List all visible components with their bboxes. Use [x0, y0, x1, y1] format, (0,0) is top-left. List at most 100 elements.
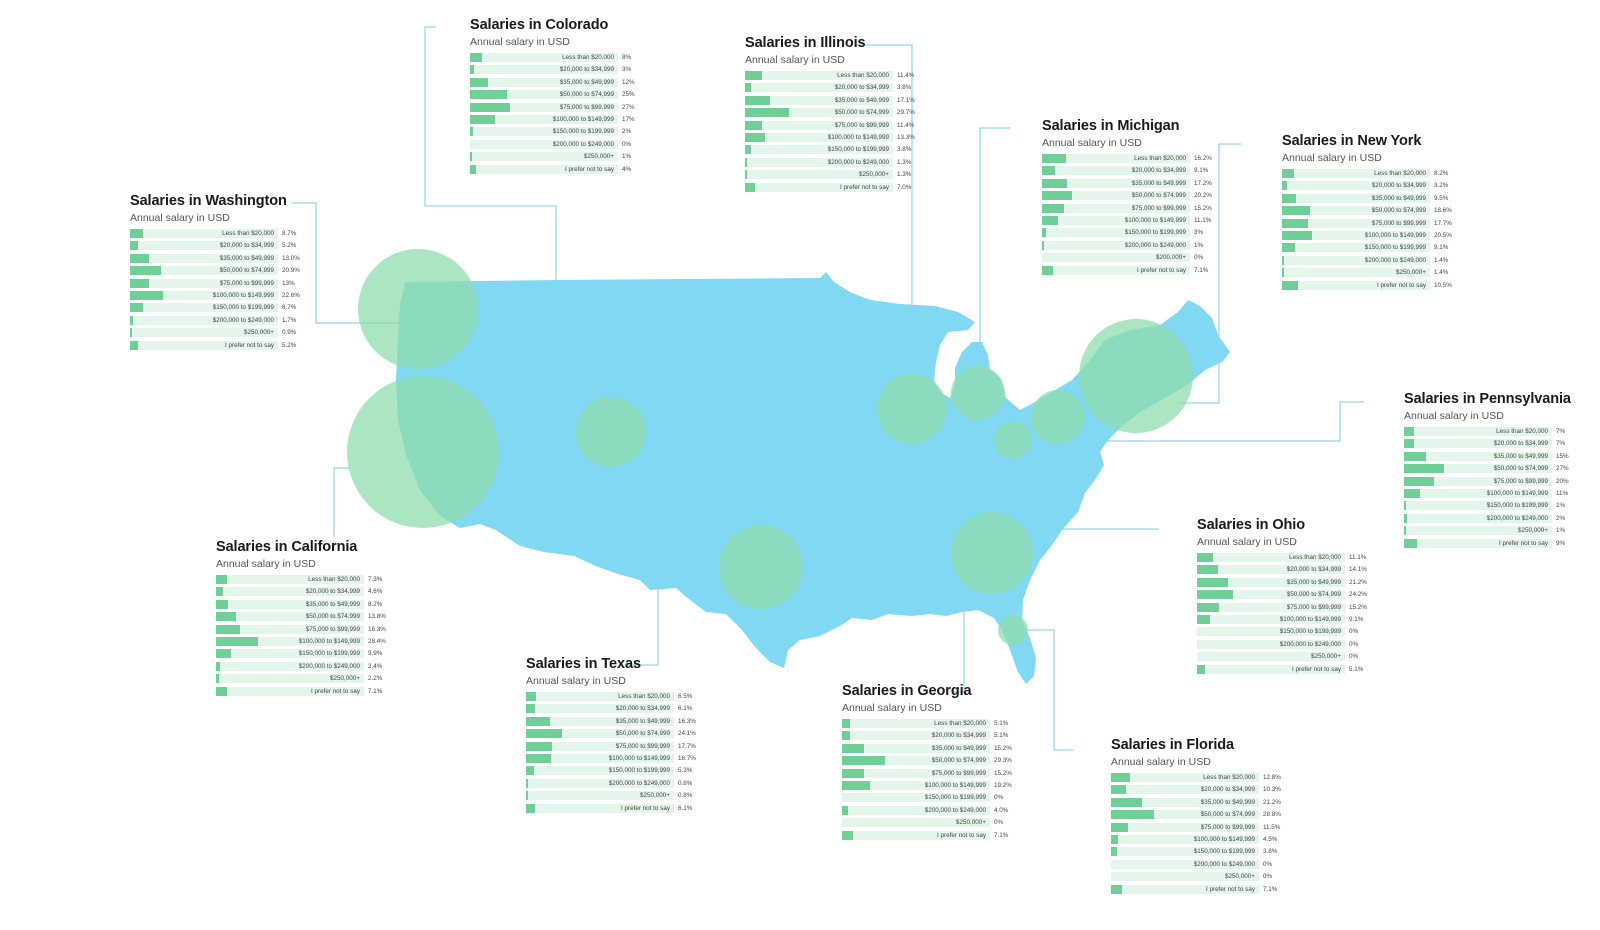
category-label: $200,000 to $249,000	[924, 806, 986, 814]
value-label: 3.8%	[1263, 848, 1278, 856]
category-label: $75,000 to $99,999	[1371, 219, 1426, 227]
bar-track	[216, 612, 364, 622]
bar-track	[1282, 231, 1430, 240]
category-label: $150,000 to $199,999	[608, 767, 670, 775]
texas-bar-row-9: I prefer not to say 6.1%	[526, 803, 698, 813]
category-label: $75,000 to $99,999	[1200, 823, 1255, 831]
washington-bar-row-0: Less than $20,000 8.7%	[130, 229, 302, 238]
pennsylvania-bar-row-0: Less than $20,000 7%	[1404, 427, 1576, 436]
bar-track	[526, 803, 674, 813]
bar-track	[1282, 243, 1430, 253]
california-bar-8	[216, 674, 220, 684]
california-bar-row-4: $75,000 to $99,999 16.3%	[216, 624, 388, 634]
value-label: 6.1%	[678, 705, 693, 713]
bar-track	[526, 791, 674, 801]
texas-bar-row-7: $200,000 to $249,000 0.8%	[526, 778, 698, 788]
bar-track	[1404, 526, 1552, 536]
ohio-bar-3	[1197, 590, 1233, 600]
florida-bar-row-8: $250,000+ 0%	[1111, 872, 1283, 882]
value-label: 9.9%	[368, 650, 383, 658]
bar-track	[526, 692, 674, 701]
value-label: 11.1%	[1194, 217, 1212, 224]
category-label: Less than $20,000	[222, 230, 274, 237]
value-label: 0%	[1349, 640, 1359, 648]
value-label: 17.2%	[1194, 179, 1212, 187]
florida-bar-row-0: Less than $20,000 12.8%	[1111, 773, 1283, 782]
california-bar-0	[216, 575, 227, 584]
value-label: 9.5%	[1434, 194, 1449, 202]
panel-washington: Salaries in Washington Annual salary in …	[130, 193, 302, 353]
texas-bar-0	[526, 692, 536, 701]
ohio-bar-9	[1197, 664, 1205, 674]
newyork-bar-row-6: $150,000 to $199,999 9.1%	[1282, 243, 1454, 253]
bar-chart-illinois: Less than $20,000 11.4% $20,000 to $34,999…	[745, 71, 917, 195]
illinois-bar-3	[745, 108, 789, 118]
value-label: 15.2%	[994, 744, 1012, 752]
value-label: 4.5%	[1263, 836, 1278, 843]
florida-bar-1	[1111, 785, 1127, 795]
panel-title: Salaries in Ohio	[1197, 517, 1305, 533]
michigan-bar-6	[1042, 228, 1047, 238]
category-label: $150,000 to $199,999	[298, 650, 360, 658]
bar-track	[1111, 872, 1259, 882]
bar-track	[470, 139, 618, 149]
value-label: 8.7%	[282, 304, 297, 312]
bar-chart-texas: Less than $20,000 6.5% $20,000 to $34,999 6…	[526, 692, 698, 816]
newyork-bar-row-0: Less than $20,000 8.2%	[1282, 169, 1454, 178]
colorado-bar-row-4: $75,000 to $99,999 27%	[470, 102, 642, 112]
value-label: 29.3%	[994, 757, 1012, 765]
bubble-ohio	[994, 421, 1032, 459]
bar-track	[1042, 191, 1190, 201]
pennsylvania-bar-8	[1404, 526, 1406, 536]
bar-track	[1197, 615, 1345, 624]
category-label: I prefer not to say	[620, 804, 670, 812]
category-label: $20,000 to $34,999	[219, 242, 274, 250]
value-label: 5.2%	[282, 341, 297, 349]
bar-track	[1282, 218, 1430, 228]
bar-track	[526, 704, 674, 714]
bar-track	[1197, 639, 1345, 649]
value-label: 19.2%	[994, 782, 1012, 789]
georgia-bar-5	[842, 781, 871, 790]
pennsylvania-bar-1	[1404, 439, 1415, 449]
michigan-bar-row-1: $20,000 to $34,999 9.1%	[1042, 166, 1214, 176]
category-label: $75,000 to $99,999	[834, 121, 889, 129]
georgia-bar-3	[842, 756, 886, 766]
value-label: 1%	[1556, 527, 1566, 535]
value-label: 1%	[1556, 502, 1566, 510]
category-label: $100,000 to $149,999	[1279, 616, 1341, 623]
colorado-bar-row-6: $150,000 to $199,999 2%	[470, 127, 642, 137]
bar-track	[1404, 451, 1552, 461]
newyork-bar-row-2: $35,000 to $49,999 9.5%	[1282, 193, 1454, 203]
bar-track	[1111, 835, 1259, 844]
bar-track	[1111, 773, 1259, 782]
value-label: 5.1%	[994, 720, 1009, 727]
illinois-bar-row-9: I prefer not to say 7.0%	[745, 182, 917, 192]
pennsylvania-bar-0	[1404, 427, 1415, 436]
newyork-bar-6	[1282, 243, 1296, 253]
panel-illinois: Salaries in Illinois Annual salary in US…	[745, 35, 917, 195]
category-label: $75,000 to $99,999	[931, 769, 986, 777]
panel-title: Salaries in Michigan	[1042, 118, 1180, 134]
value-label: 17.7%	[1434, 219, 1452, 227]
california-bar-row-0: Less than $20,000 7.3%	[216, 575, 388, 584]
category-label: $20,000 to $34,999	[1371, 182, 1426, 190]
texas-bar-4	[526, 741, 553, 751]
california-bar-row-3: $50,000 to $74,999 13.8%	[216, 612, 388, 622]
georgia-bar-row-3: $50,000 to $74,999 29.3%	[842, 756, 1014, 766]
bar-track	[470, 90, 618, 100]
washington-bar-5	[130, 291, 164, 300]
bar-track	[1404, 489, 1552, 498]
value-label: 3%	[622, 66, 632, 74]
value-label: 7.1%	[1263, 885, 1278, 893]
value-label: 15.2%	[1194, 204, 1212, 212]
ohio-bar-0	[1197, 553, 1214, 562]
value-label: 0%	[622, 140, 632, 148]
panel-subtitle: Annual salary in USD	[745, 54, 845, 66]
category-label: $100,000 to $149,999	[212, 292, 274, 299]
value-label: 11.4%	[897, 72, 915, 79]
bar-track	[526, 754, 674, 763]
bubble-colorado	[576, 397, 646, 467]
value-label: 15.2%	[994, 769, 1012, 777]
florida-bar-4	[1111, 822, 1129, 832]
